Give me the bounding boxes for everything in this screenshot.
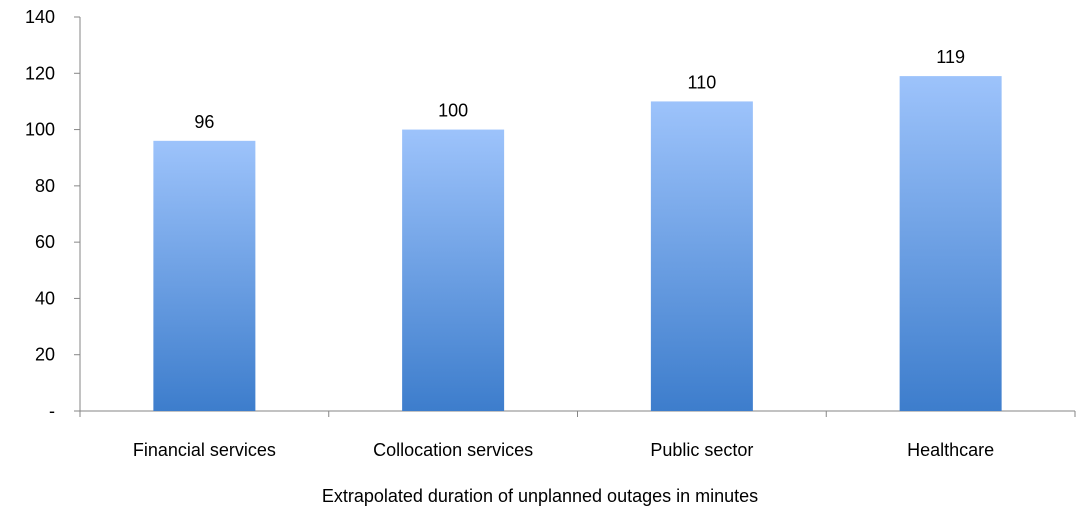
- y-tick-label: 40: [35, 288, 55, 308]
- bars: 96 100 110 119: [153, 47, 1002, 412]
- y-tick-label: 100: [25, 120, 55, 140]
- y-tick-label: 80: [35, 176, 55, 196]
- category-label: Collocation services: [373, 440, 533, 460]
- x-axis: Financial services Collocation services Pu…: [79, 411, 1076, 460]
- category-label: Healthcare: [907, 440, 994, 460]
- x-axis-title: Extrapolated duration of unplanned outag…: [322, 486, 758, 506]
- y-tick-label: -: [49, 401, 55, 421]
- data-label: 100: [438, 101, 468, 121]
- data-label: 119: [936, 47, 965, 67]
- y-tick-label: 120: [25, 63, 55, 83]
- bar: [153, 140, 256, 412]
- bar: [402, 129, 505, 412]
- y-tick-label: 20: [35, 345, 55, 365]
- data-label: 96: [194, 112, 214, 132]
- data-label: 110: [688, 72, 717, 92]
- bar: [650, 101, 753, 411]
- y-tick-label: 140: [25, 7, 55, 27]
- category-label: Financial services: [133, 440, 276, 460]
- bar: [899, 76, 1002, 411]
- y-tick-label: 60: [35, 232, 55, 252]
- category-label: Public sector: [650, 440, 753, 460]
- y-axis: - 20 40 60 80 100 120 140: [25, 7, 80, 421]
